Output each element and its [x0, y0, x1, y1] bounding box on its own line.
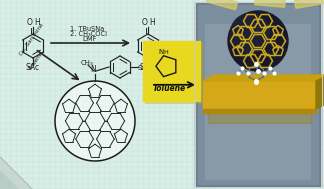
Polygon shape [0, 157, 32, 189]
Circle shape [55, 81, 135, 161]
Polygon shape [0, 171, 18, 189]
Polygon shape [208, 113, 311, 123]
Text: O: O [142, 18, 148, 27]
Text: H: H [149, 18, 155, 27]
Circle shape [230, 13, 270, 53]
Text: SAc: SAc [26, 63, 40, 72]
Text: SAc: SAc [138, 65, 151, 71]
Polygon shape [203, 109, 316, 113]
Text: O: O [27, 18, 33, 27]
Text: 2. CH₃COCl: 2. CH₃COCl [70, 31, 107, 37]
Text: SCH₃: SCH₃ [139, 63, 158, 72]
Text: CH₃: CH₃ [81, 60, 94, 66]
Bar [205, 24, 310, 179]
Bar [255, 0, 285, 7]
Bar [198, 5, 318, 184]
Polygon shape [203, 75, 324, 81]
Circle shape [228, 11, 288, 71]
Text: 1. TBuSNa: 1. TBuSNa [70, 26, 104, 32]
Text: H: H [164, 50, 168, 55]
Bar [145, 43, 202, 103]
Bar [295, 0, 323, 8]
Bar [143, 41, 200, 101]
Text: DMF: DMF [82, 36, 96, 42]
Text: Toluene: Toluene [28, 52, 44, 72]
Text: N: N [90, 65, 96, 74]
Text: H: H [34, 18, 40, 27]
Bar [206, 0, 237, 10]
Polygon shape [316, 75, 324, 109]
Polygon shape [203, 81, 316, 109]
Bar [196, 3, 320, 186]
Bar [194, 2, 322, 187]
Text: C₆₀, Sarcosine: C₆₀, Sarcosine [19, 22, 45, 56]
Text: N: N [158, 49, 164, 55]
Text: Toluene: Toluene [153, 84, 186, 93]
